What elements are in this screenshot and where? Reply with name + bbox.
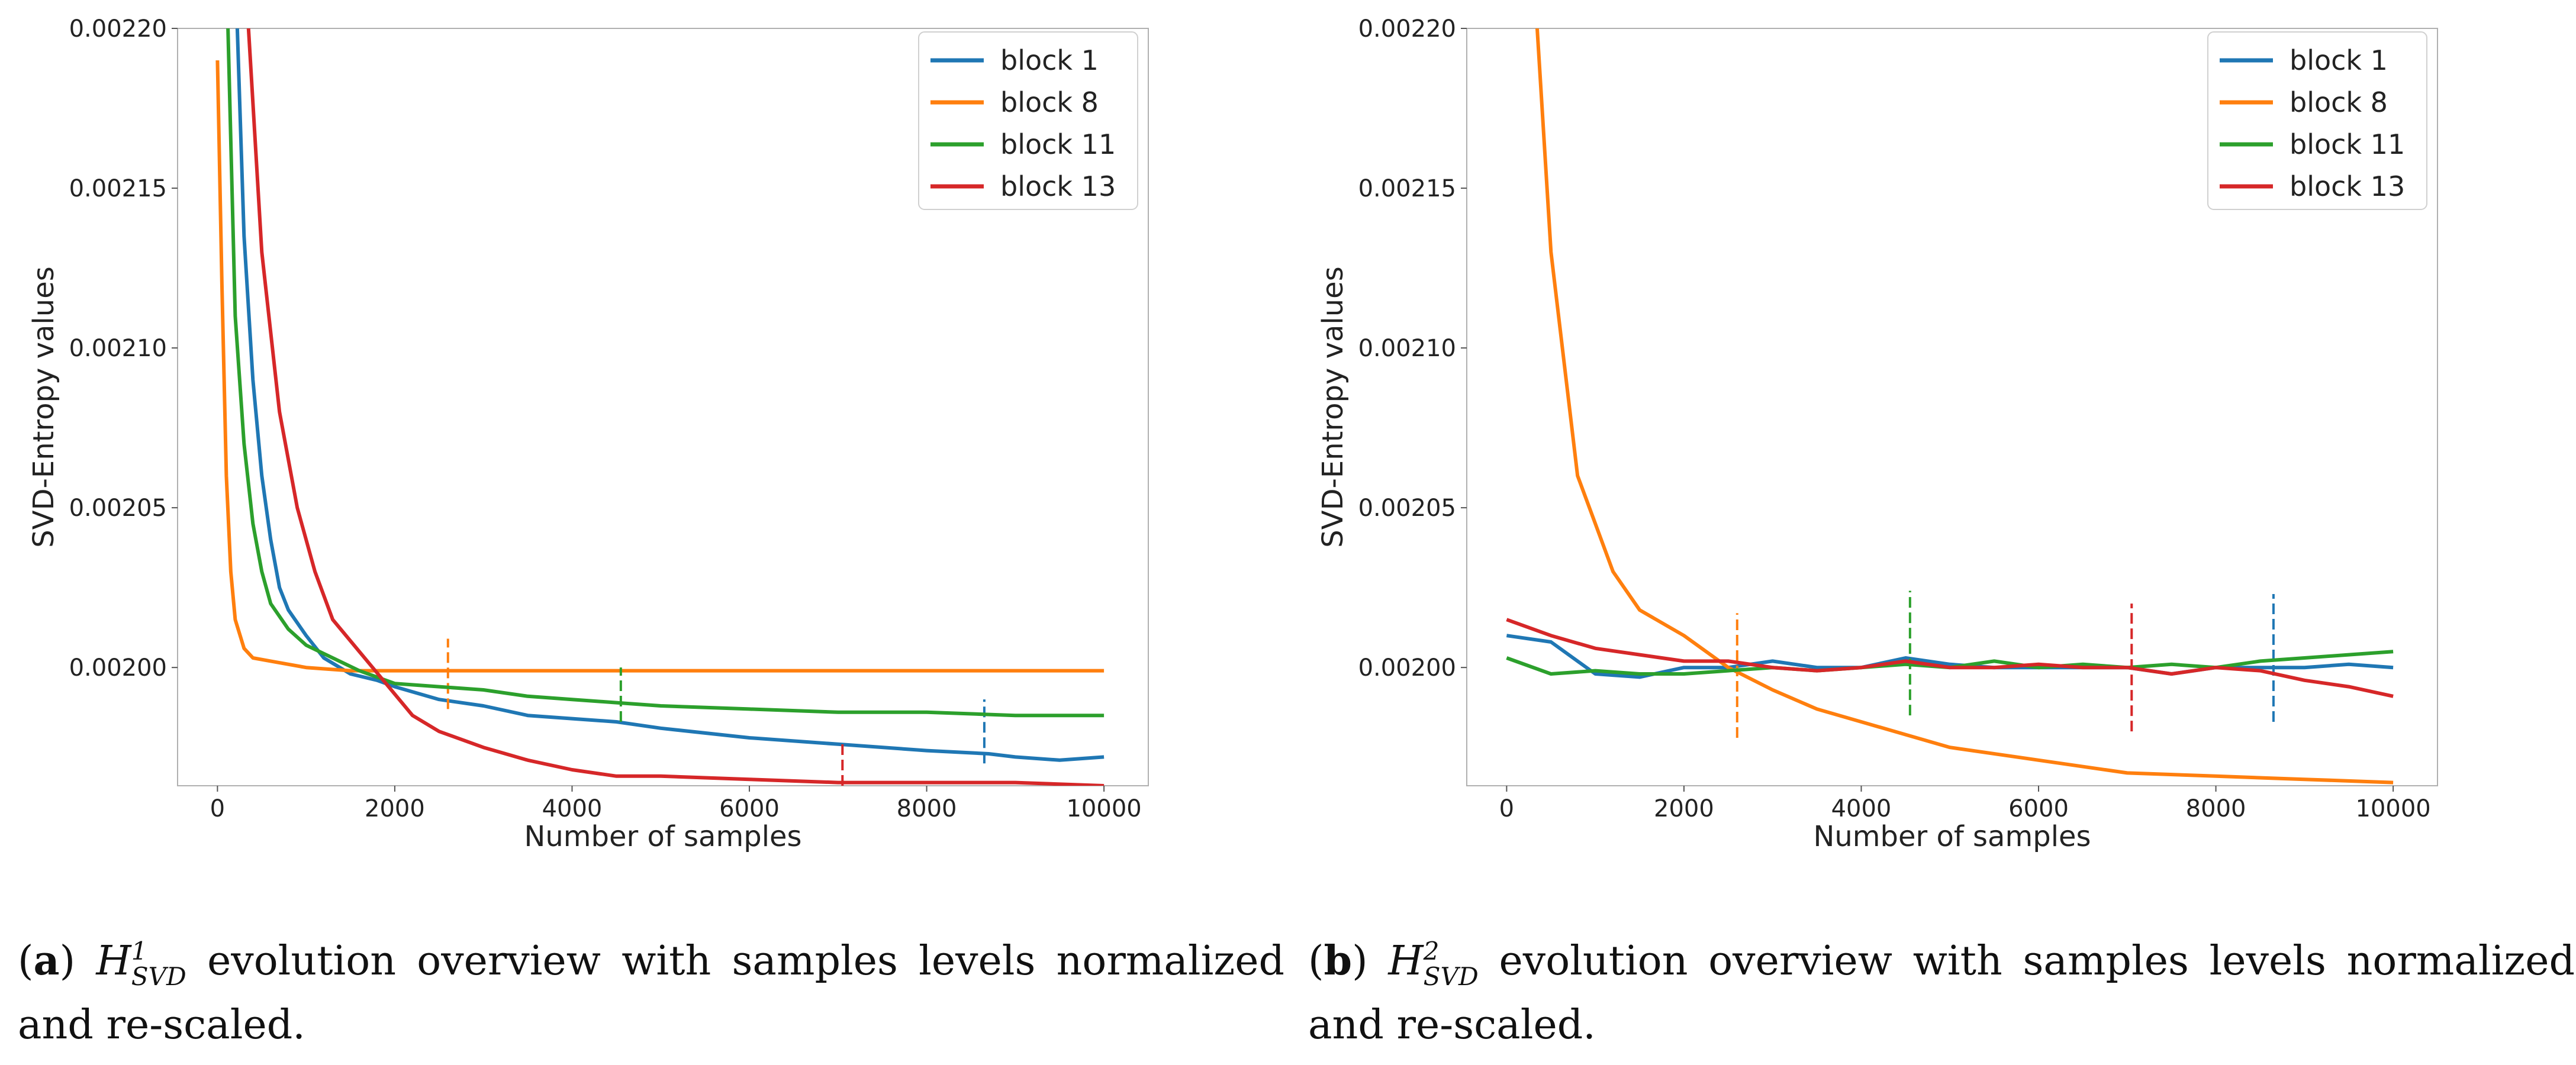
y-tick-label: 0.00220 xyxy=(69,15,167,43)
caption-a-symbol-base: H xyxy=(96,938,131,985)
y-tick-label: 0.00200 xyxy=(1358,654,1456,682)
x-tick-label: 6000 xyxy=(2008,795,2069,822)
y-tick-label: 0.00215 xyxy=(69,175,167,202)
legend-label: block 11 xyxy=(1000,128,1116,160)
legend-label: block 13 xyxy=(2290,170,2405,202)
legend-label: block 1 xyxy=(1000,44,1099,76)
chart-panel-a: 0 2000 4000 6000 8000 10000 0.00200 0.00205 0.00… xyxy=(27,15,1149,853)
caption-a-symbol-sub: SVD xyxy=(131,961,186,991)
caption-a-text: evolution overview with samples levels n… xyxy=(18,938,1284,1048)
legend: block 1 block 8 block 11 block 13 xyxy=(918,31,1138,210)
caption-b-symbol-sub: SVD xyxy=(1423,961,1479,991)
y-axis-label: SVD-Entropy values xyxy=(1316,266,1350,547)
caption-a-label: a xyxy=(33,937,60,985)
legend-label: block 1 xyxy=(2290,44,2388,76)
caption-a: (a) H 1 SVD evolution overview with sample… xyxy=(18,937,1284,1048)
x-tick-label: 10000 xyxy=(2355,795,2430,822)
y-tick-label: 0.00210 xyxy=(1358,335,1456,362)
chart-panel-b: 0 2000 4000 6000 8000 10000 0.00200 0.00205 0.00… xyxy=(1316,15,2438,853)
y-axis-label: SVD-Entropy values xyxy=(27,266,60,547)
series-line-block-8 xyxy=(1535,28,2394,785)
series-group xyxy=(215,28,1105,786)
legend-label: block 8 xyxy=(1000,86,1099,118)
y-tick-label: 0.00210 xyxy=(69,335,167,362)
caption-b-symbol-sup: 2 xyxy=(1423,937,1440,966)
y-tick-label: 0.00200 xyxy=(69,654,167,682)
series-group xyxy=(1506,28,2394,785)
caption-a-symbol-sup: 1 xyxy=(131,937,147,966)
caption-a-symbol: H 1 SVD xyxy=(96,937,186,989)
x-axis-label: Number of samples xyxy=(524,820,801,853)
series-line-block-13 xyxy=(246,28,1105,786)
x-tick-label: 6000 xyxy=(719,795,780,822)
caption-b-symbol-base: H xyxy=(1388,938,1424,985)
legend-label: block 11 xyxy=(2290,128,2405,160)
series-line-block-1 xyxy=(235,28,1105,762)
x-tick-label: 4000 xyxy=(1831,795,1892,822)
y-tick-label: 0.00220 xyxy=(1358,15,1456,43)
x-tick-label: 8000 xyxy=(897,795,957,822)
legend: block 1 block 8 block 11 block 13 xyxy=(2207,31,2427,210)
x-axis-label: Number of samples xyxy=(1813,820,2091,853)
x-tick-label: 2000 xyxy=(1654,795,1714,822)
x-tick-label: 0 xyxy=(1499,795,1514,822)
legend-box xyxy=(2207,31,2427,210)
caption-b-label: b xyxy=(1324,937,1353,985)
x-tick-label: 0 xyxy=(210,795,225,822)
plot-frame xyxy=(177,28,1149,786)
caption-b-symbol: H 2 SVD xyxy=(1388,937,1478,989)
legend-label: block 8 xyxy=(2290,86,2388,118)
series-line-block-13 xyxy=(1506,618,2394,698)
series-line-block-8 xyxy=(215,60,1105,673)
caption-b-text: evolution overview with samples levels n… xyxy=(1308,938,2575,1048)
x-tick-label: 2000 xyxy=(365,795,425,822)
series-line-block-11 xyxy=(226,28,1105,718)
y-tick-label: 0.00205 xyxy=(1358,495,1456,522)
x-tick-label: 8000 xyxy=(2186,795,2246,822)
y-tick-label: 0.00205 xyxy=(69,495,167,522)
plot-frame xyxy=(1466,28,2438,786)
legend-box xyxy=(918,31,1138,210)
legend-label: block 13 xyxy=(1000,170,1116,202)
caption-b: (b) H 2 SVD evolution overview with sample… xyxy=(1308,937,2575,1048)
y-tick-label: 0.00215 xyxy=(1358,175,1456,202)
x-tick-label: 10000 xyxy=(1066,795,1141,822)
x-tick-label: 4000 xyxy=(542,795,603,822)
